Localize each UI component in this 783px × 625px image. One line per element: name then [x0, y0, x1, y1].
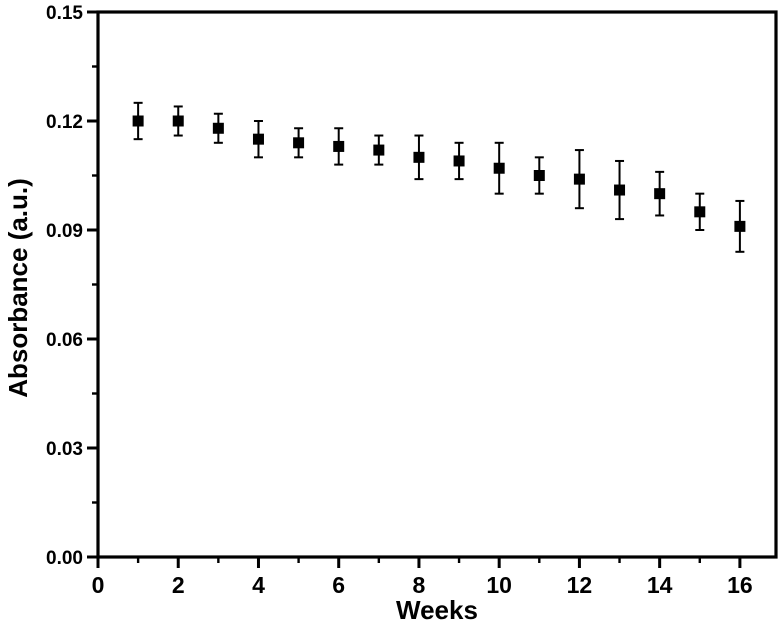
square-marker	[413, 151, 425, 163]
x-tick-label: 14	[647, 572, 673, 598]
data-point	[533, 156, 545, 195]
x-tick-label: 0	[92, 572, 105, 598]
square-marker	[654, 188, 666, 200]
data-point	[654, 170, 666, 217]
data-point	[293, 127, 305, 159]
square-marker	[533, 170, 545, 181]
data-point	[573, 149, 585, 210]
data-point	[694, 192, 706, 231]
square-marker	[493, 162, 505, 174]
y-tick-label: 0.09	[46, 221, 83, 242]
y-tick-label: 0.06	[46, 330, 83, 351]
square-marker	[132, 115, 144, 127]
y-tick-label: 0.00	[46, 548, 83, 569]
x-axis-title: Weeks	[396, 595, 478, 625]
x-tick-label: 8	[413, 572, 426, 598]
x-tick-label: 2	[172, 572, 185, 598]
data-point	[493, 141, 505, 195]
data-point	[413, 134, 425, 181]
x-tick-label: 16	[727, 572, 753, 598]
data-point	[212, 112, 224, 144]
data-point	[132, 101, 144, 141]
data-point	[172, 105, 184, 137]
square-marker	[573, 173, 585, 185]
square-marker	[333, 140, 345, 152]
square-marker	[373, 144, 385, 156]
data-point	[734, 199, 746, 253]
axis-ticks	[87, 10, 742, 568]
data-point	[252, 120, 264, 159]
data-point	[333, 127, 345, 166]
square-marker	[453, 155, 465, 167]
x-tick-label: 12	[567, 572, 593, 598]
y-tick-label: 0.15	[46, 3, 83, 24]
x-tick-label: 10	[486, 572, 512, 598]
y-axis-title: Absorbance (a.u.)	[3, 178, 33, 398]
square-marker	[694, 206, 706, 218]
square-marker	[172, 115, 184, 127]
y-tick-label: 0.03	[46, 439, 83, 460]
square-marker	[252, 133, 264, 145]
square-marker	[293, 137, 305, 149]
x-tick-label: 4	[252, 572, 265, 598]
data-series	[132, 101, 746, 253]
tick-labels: 0 2 4 6 8 10 12 14 16 0.00 0.03 0.06 0.09 0.12 0.15	[46, 3, 753, 598]
data-point	[373, 134, 385, 166]
data-point	[614, 159, 626, 221]
x-tick-label: 6	[332, 572, 345, 598]
y-tick-label: 0.12	[46, 112, 83, 133]
data-point	[453, 141, 465, 181]
square-marker	[734, 220, 746, 232]
square-marker	[212, 122, 224, 134]
square-marker	[614, 184, 626, 196]
plot-frame	[96, 10, 778, 559]
